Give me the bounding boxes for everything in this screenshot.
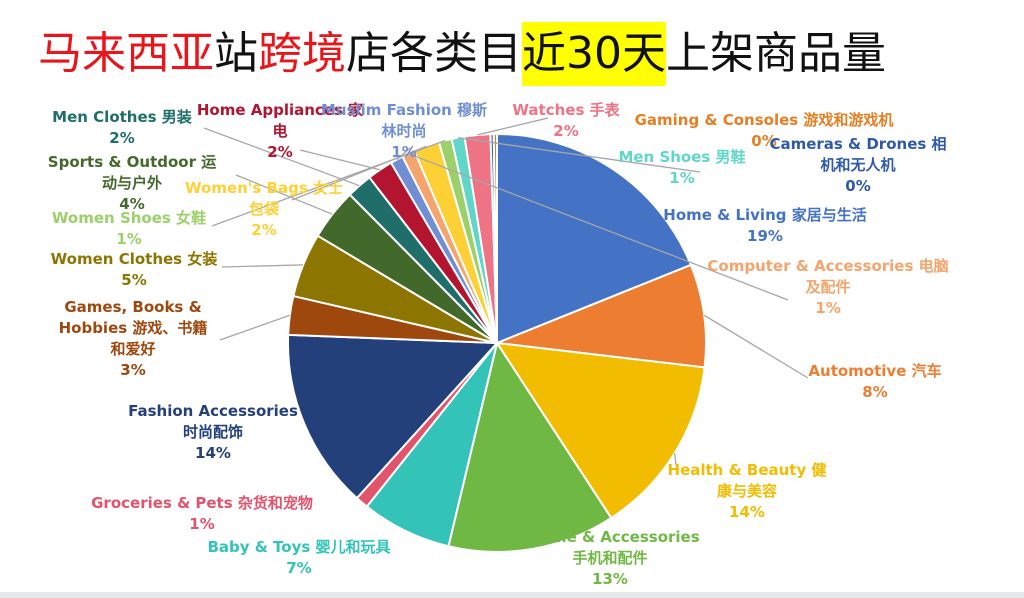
data-label-line: Women Shoes 女鞋 xyxy=(52,209,206,227)
pie-slice xyxy=(496,263,707,369)
data-labels: Home & Living 家居与生活 19% Automotive 汽车 8% Hea… xyxy=(48,101,949,588)
data-label: Sports & Outdoor 运动与户外 4% xyxy=(48,153,216,213)
title-part: 马来西亚 xyxy=(38,28,214,79)
data-label: Games, Books & Hobbies 游戏、书籍和爱好 3% xyxy=(59,298,208,379)
leader-line xyxy=(219,314,291,341)
data-label-line: 手机和配件 xyxy=(572,549,647,567)
data-label-line: 电 xyxy=(272,122,287,140)
data-label: Watches 手表 2% xyxy=(512,101,620,140)
leader-line xyxy=(673,453,677,466)
title-part: 跨境 xyxy=(258,28,346,79)
data-label-line: 4% xyxy=(119,195,144,213)
data-label-line: Muslim Fashion 穆斯 xyxy=(321,101,487,119)
data-label-line: Home & Living 家居与生活 xyxy=(663,206,866,224)
data-label-line: 2% xyxy=(267,143,292,161)
data-label: Health & Beauty 健康与美容 14% xyxy=(668,461,827,521)
data-label: Women's Bags 女士包袋 2% xyxy=(185,179,343,239)
data-label: Computer & Accessories 电脑及配件 1% xyxy=(707,257,948,317)
chart-title: 马来西亚站跨境店各类目近30天上架商品量 xyxy=(38,22,886,86)
data-label: Fashion Accessories 时尚配饰 14% xyxy=(128,402,298,462)
data-label-line: 19% xyxy=(747,227,783,245)
data-label: Women Clothes 女装 5% xyxy=(51,250,219,289)
data-label-line: 机和无人机 xyxy=(820,156,895,174)
data-label-line: 13% xyxy=(592,570,628,588)
data-label-line: Home Appliances 家 xyxy=(197,101,363,119)
data-label-line: 0% xyxy=(751,132,776,150)
data-label-line: 3% xyxy=(120,361,145,379)
data-label-line: Health & Beauty 健 xyxy=(668,461,827,479)
data-label-line: 及配件 xyxy=(805,278,850,296)
data-label: Automotive 汽车 8% xyxy=(808,362,941,401)
pie-slice xyxy=(287,333,500,500)
data-label-line: 1% xyxy=(815,299,840,317)
data-label-line: Games, Books & xyxy=(64,298,201,316)
pie-slice xyxy=(447,340,613,553)
data-label-line: 0% xyxy=(845,177,870,195)
data-label: Home & Living 家居与生活 19% xyxy=(663,206,866,245)
data-label-line: Computer & Accessories 电脑 xyxy=(707,257,948,275)
data-label-line: 8% xyxy=(862,383,887,401)
data-label: Men Clothes 男装 2% xyxy=(52,108,193,147)
data-label-line: Men Clothes 男装 xyxy=(52,108,193,126)
data-label-line: 1% xyxy=(116,230,141,248)
data-label-line: 1% xyxy=(189,515,214,533)
title-part: 上架商品量 xyxy=(666,28,886,79)
data-label: Muslim Fashion 穆斯林时尚 1% xyxy=(321,101,487,161)
data-label-line: Hobbies 游戏、书籍 xyxy=(59,319,208,337)
data-label-line: Watches 手表 xyxy=(512,101,620,119)
leader-line xyxy=(457,137,701,173)
data-label: Groceries & Pets 杂货和宠物 1% xyxy=(91,494,313,533)
title-part: 站 xyxy=(214,28,258,79)
data-label-line: Women's Bags 女士 xyxy=(185,179,343,197)
data-label-line: Mobile & Accessories xyxy=(520,528,699,546)
data-label-line: Gaming & Consoles 游戏和游戏机 xyxy=(635,111,894,129)
data-label: Mobile & Accessories 手机和配件 13% xyxy=(520,528,699,588)
data-label-line: Women Clothes 女装 xyxy=(51,250,219,268)
data-label-line: Fashion Accessories xyxy=(128,402,298,420)
data-label-line: Automotive 汽车 xyxy=(808,362,941,380)
leader-line xyxy=(211,139,446,227)
data-label-line: 包袋 xyxy=(249,200,280,218)
leader-line xyxy=(703,314,809,379)
leader-line xyxy=(477,117,549,136)
pie-slice xyxy=(496,132,693,345)
leader-line xyxy=(408,153,789,301)
data-label-line: Men Shoes 男鞋 xyxy=(618,148,745,166)
data-label-line: 7% xyxy=(286,559,311,577)
leader-line xyxy=(299,149,381,171)
data-label-line: 康与美容 xyxy=(717,482,777,500)
data-label-line: 2% xyxy=(251,221,276,239)
pie-slices xyxy=(287,132,707,553)
data-label: Gaming & Consoles 游戏和游戏机 0% xyxy=(635,111,894,150)
data-label: Home Appliances 家电 2% xyxy=(197,101,363,161)
data-label-line: Sports & Outdoor 运 xyxy=(48,153,216,171)
data-label-line: 1% xyxy=(669,169,694,187)
bottom-divider xyxy=(0,592,1024,598)
data-label-line: 14% xyxy=(195,444,231,462)
data-label: Cameras & Drones 相机和无人机 0% xyxy=(769,135,946,195)
data-label-line: Groceries & Pets 杂货和宠物 xyxy=(91,494,313,512)
data-label-line: 5% xyxy=(121,271,146,289)
data-label-line: Baby & Toys 婴儿和玩具 xyxy=(207,538,390,556)
data-label-line: 14% xyxy=(729,503,765,521)
data-label-line: 2% xyxy=(553,122,578,140)
data-label: Baby & Toys 婴儿和玩具 7% xyxy=(207,538,390,577)
data-label-line: 2% xyxy=(109,129,134,147)
title-part: 近30天 xyxy=(522,22,666,86)
data-label-line: 动与户外 xyxy=(102,174,162,192)
data-label: Men Shoes 男鞋 1% xyxy=(618,148,745,187)
data-label-line: 和爱好 xyxy=(110,340,155,358)
leader-line xyxy=(235,174,333,215)
leader-lines xyxy=(203,117,809,466)
data-label-line: 林时尚 xyxy=(381,122,426,140)
data-label-line: Cameras & Drones 相 xyxy=(769,135,946,153)
data-label-line: 时尚配饰 xyxy=(183,423,243,441)
leader-line xyxy=(203,127,360,187)
leader-line xyxy=(221,264,304,268)
data-label: Women Shoes 女鞋 1% xyxy=(52,209,206,248)
title-part: 店各类目 xyxy=(346,28,522,79)
data-label-line: 1% xyxy=(391,143,416,161)
